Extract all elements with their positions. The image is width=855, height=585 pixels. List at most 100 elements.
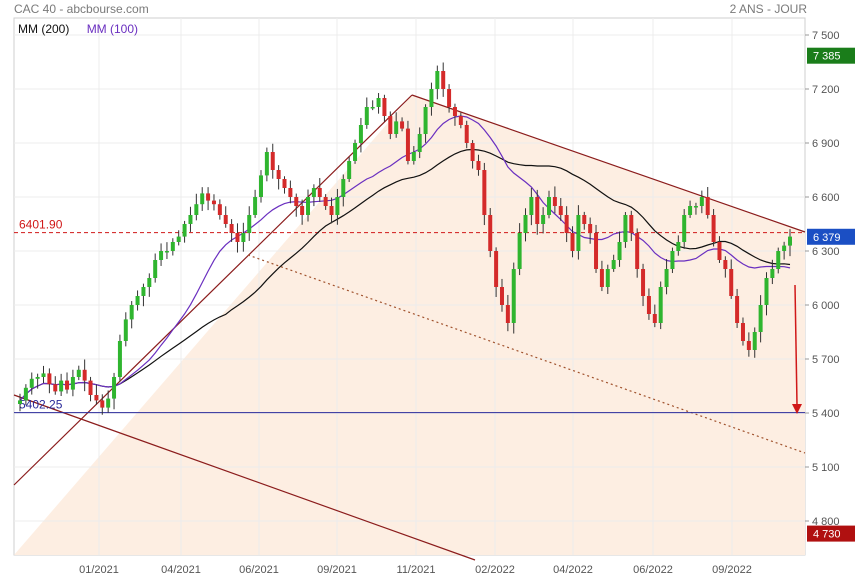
candle-body: [217, 204, 222, 215]
candle-body: [258, 175, 263, 197]
legend-ma100: MM (100): [86, 22, 139, 36]
candle-body: [270, 152, 275, 170]
candle-body: [382, 98, 387, 116]
x-tick-label: 06/2022: [633, 564, 673, 576]
candle-body: [658, 287, 663, 323]
candle-body: [611, 260, 616, 269]
candle-body: [364, 107, 369, 125]
candle-body: [435, 71, 440, 89]
candle-body: [376, 98, 381, 107]
candle-body: [470, 143, 475, 161]
candle-body: [447, 89, 452, 107]
candle-body: [123, 319, 128, 341]
candle-body: [494, 251, 499, 287]
candle-body: [693, 206, 698, 208]
candle-body: [358, 125, 363, 143]
candle-body: [282, 179, 287, 188]
candle-body: [405, 128, 410, 161]
x-tick-label: 11/2021: [397, 564, 436, 576]
candle-body: [417, 134, 422, 152]
candle-body: [547, 197, 552, 215]
candle-body: [570, 233, 575, 251]
candle-body: [411, 152, 416, 161]
candle-body: [347, 161, 352, 179]
ma200-line: [19, 148, 791, 401]
y-axis-ticks: 7 500 7 200 6 900 6 600 6 300 6 000 5 700 5 400…: [805, 30, 840, 528]
candle-body: [770, 269, 775, 278]
candle-body: [429, 89, 434, 107]
x-tick-label: 09/2022: [712, 564, 752, 576]
candle-body: [523, 215, 528, 233]
candle-body: [329, 206, 334, 215]
x-axis-ticks: 01/2021 04/2021 06/2021 09/2021 11/2021 02/20…: [79, 564, 752, 576]
candle-body: [147, 278, 152, 287]
price-tag-label: 4 730: [813, 529, 841, 541]
price-tag: [807, 228, 855, 245]
downtrend-line: [411, 94, 806, 233]
candle-body: [306, 197, 311, 215]
candle-body: [229, 224, 234, 233]
candle-body: [276, 170, 281, 179]
candle-body: [288, 188, 293, 197]
candle-body: [529, 197, 534, 215]
candle-body: [29, 378, 34, 388]
candle-body: [652, 314, 657, 323]
y-tick-label: 4 800: [812, 516, 840, 528]
candle-body: [452, 107, 457, 116]
moving-averages: [19, 115, 791, 401]
candle-body: [746, 341, 751, 350]
candle-body: [341, 179, 346, 197]
y-tick-label: 5 100: [812, 462, 840, 474]
candle-body: [464, 125, 469, 143]
x-tick-label: 04/2022: [553, 564, 593, 576]
candle-body: [711, 215, 716, 242]
candle-body: [170, 242, 175, 251]
candle-body: [335, 197, 340, 215]
price-tag: [807, 47, 855, 64]
candle-body: [323, 197, 328, 206]
candle-body: [735, 296, 740, 323]
legend: MM (200) MM (100): [18, 22, 152, 36]
y-tick-label: 6 000: [812, 300, 840, 312]
period-label: 2 ANS - JOUR: [729, 2, 807, 16]
price-tag: [807, 525, 855, 542]
y-tick-label: 6 600: [812, 192, 840, 204]
candle-body: [135, 296, 140, 305]
candle-body: [53, 384, 58, 392]
candle-body: [541, 215, 546, 224]
candle-body: [317, 188, 322, 197]
x-tick-label: 09/2021: [317, 564, 357, 576]
candle-body: [41, 373, 46, 377]
candle-body: [400, 121, 405, 129]
candle-body: [635, 233, 640, 269]
y-tick-label: 7 200: [812, 84, 840, 96]
candle-body: [423, 107, 428, 134]
candle-body: [206, 193, 211, 201]
candle-body: [211, 200, 216, 205]
candle-body: [605, 269, 610, 287]
horizontal-levels: 6401.90 5402.25: [14, 218, 805, 414]
candle-body: [776, 251, 781, 269]
candle-body: [752, 332, 757, 350]
candle-body: [617, 242, 622, 260]
candle-body: [141, 287, 146, 296]
candle-body: [599, 269, 604, 287]
candle-body: [729, 269, 734, 296]
candle-body: [458, 116, 463, 125]
candle-body: [699, 197, 704, 206]
candle-body: [65, 380, 70, 390]
candle-body: [106, 398, 111, 408]
projection-arrow-line: [794, 284, 798, 406]
candle-body: [564, 215, 569, 233]
candle-body: [253, 197, 258, 215]
y-tick-label: 5 400: [812, 408, 840, 420]
candle-body: [70, 377, 75, 390]
lower-trend-line: [13, 394, 476, 561]
candle-body: [394, 121, 399, 134]
candle-body: [23, 387, 28, 401]
candle-body: [682, 215, 687, 242]
candle-body: [623, 215, 628, 242]
candle-body: [164, 251, 169, 253]
candle-body: [758, 305, 763, 332]
candle-body: [576, 215, 581, 251]
